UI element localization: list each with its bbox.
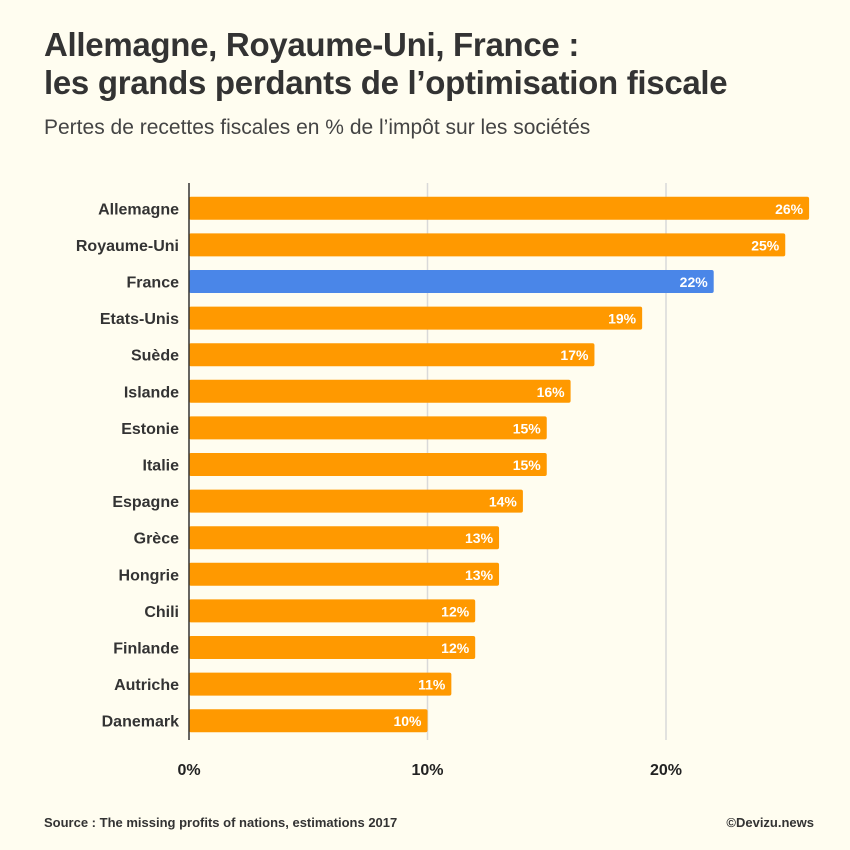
bar-1: [189, 233, 786, 257]
value-label: 12%: [441, 640, 470, 656]
x-tick-label: 20%: [650, 762, 682, 779]
category-label: Italie: [143, 458, 180, 475]
value-label: 15%: [513, 457, 542, 473]
value-label: 10%: [393, 713, 422, 729]
category-label: Royaume-Uni: [76, 238, 179, 255]
chart-title-line-1: Allemagne, Royaume-Uni, France :: [44, 26, 580, 63]
category-label: Estonie: [121, 421, 179, 438]
bar-14: [189, 709, 428, 733]
value-label: 13%: [465, 530, 494, 546]
category-label: Espagne: [112, 494, 179, 511]
category-label: Allemagne: [98, 201, 179, 218]
credit-label: ©Devizu.news: [726, 815, 814, 830]
bar-6: [189, 416, 547, 440]
bar-chart: 0% 10% 20% Allemagne 26% Royaume-Uni 25% France…: [76, 183, 810, 779]
value-label: 25%: [751, 237, 780, 253]
bar-4: [189, 343, 595, 367]
value-label: 16%: [537, 384, 566, 400]
category-label: France: [127, 275, 180, 292]
bar-7: [189, 453, 547, 476]
category-label: Danemark: [102, 714, 179, 731]
bar-9: [189, 526, 500, 550]
value-label: 11%: [418, 677, 446, 693]
value-label: 22%: [680, 274, 709, 290]
bar-13: [189, 672, 452, 696]
x-tick-label: 0%: [177, 762, 200, 779]
value-label: 17%: [560, 347, 589, 363]
chart-title-line-2: les grands perdants de l’optimisation fi…: [44, 64, 728, 101]
bar-12: [189, 636, 476, 659]
category-label: Islande: [124, 384, 179, 401]
value-label: 12%: [441, 603, 470, 619]
value-label: 26%: [775, 201, 804, 217]
bar-2: [189, 270, 714, 293]
category-label: Etats-Unis: [100, 311, 179, 328]
category-label: Suède: [131, 348, 179, 365]
bar-0: [189, 196, 810, 220]
bar-5: [189, 379, 571, 403]
value-label: 19%: [608, 311, 637, 327]
category-label: Chili: [144, 604, 179, 621]
bar-8: [189, 489, 523, 513]
category-label: Autriche: [114, 677, 179, 694]
category-label: Finlande: [113, 641, 179, 658]
value-label: 15%: [513, 420, 542, 436]
value-label: 13%: [465, 567, 494, 583]
x-tick-label: 10%: [411, 762, 443, 779]
bar-11: [189, 599, 476, 623]
category-label: Hongrie: [119, 567, 180, 584]
chart-title: Allemagne, Royaume-Uni, France : les gra…: [44, 26, 834, 102]
bar-3: [189, 306, 643, 330]
chart-subtitle: Pertes de recettes fiscales en % de l’im…: [44, 116, 591, 139]
bar-10: [189, 562, 500, 586]
category-label: Grèce: [134, 531, 179, 548]
value-label: 14%: [489, 494, 518, 510]
source-note: Source : The missing profits of nations,…: [44, 815, 398, 830]
